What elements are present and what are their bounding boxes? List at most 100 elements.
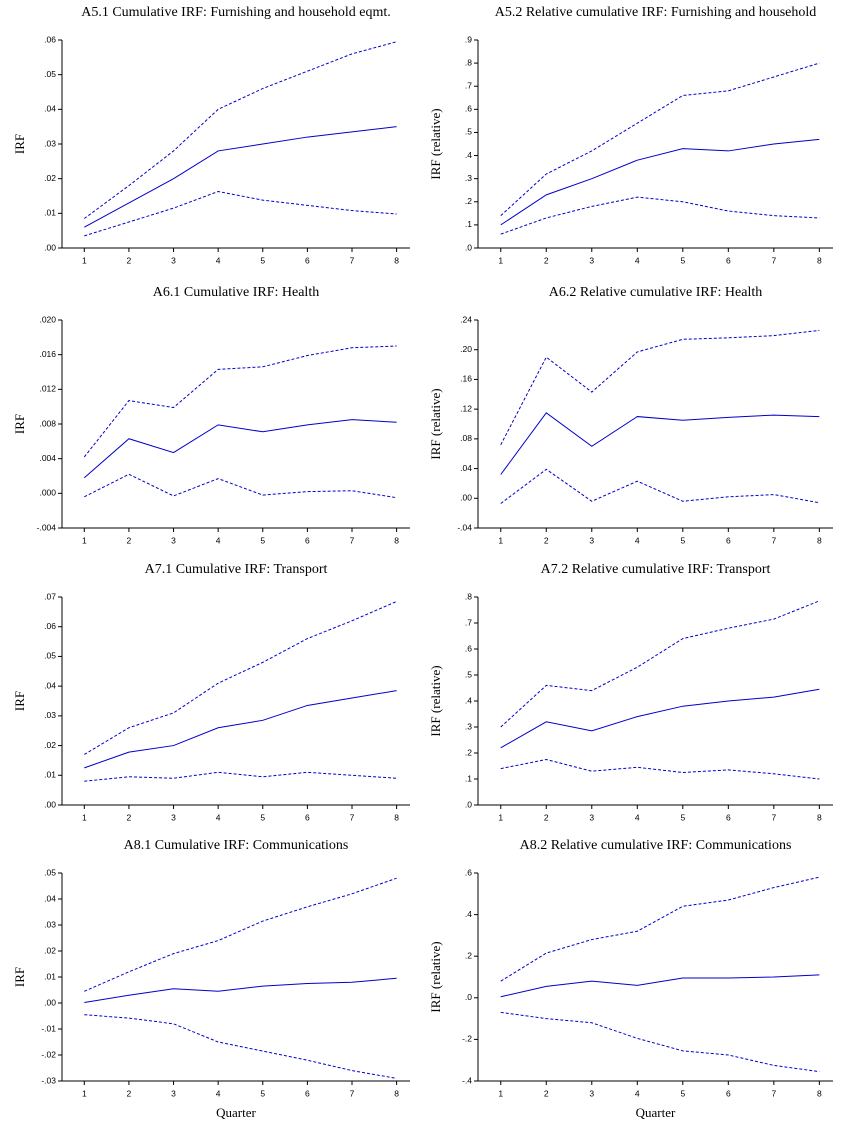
chart-title: A8.1 Cumulative IRF: Communications	[124, 838, 349, 853]
chart-title: A8.2 Relative cumulative IRF: Communicat…	[520, 838, 792, 853]
irf-line	[83, 419, 397, 479]
irf-line	[500, 600, 820, 728]
x-tick-label: 1	[498, 255, 503, 265]
irf-line	[500, 196, 820, 235]
y-tick-label: .6	[465, 104, 472, 114]
chart-panel: A6.1 Cumulative IRF: Health IRF -.004 .000.…	[12, 285, 410, 545]
chart-title: A5.1 Cumulative IRF: Furnishing and hous…	[81, 5, 391, 20]
x-tick-label: 5	[260, 812, 265, 822]
y-tick-label: .8	[465, 591, 472, 601]
y-tick-label: .1	[465, 219, 472, 229]
y-tick-label: .016	[39, 349, 56, 359]
y-tick-label: -.2	[462, 1034, 472, 1044]
y-tick-label: .3	[465, 173, 472, 183]
x-tick-label: 2	[127, 535, 132, 545]
x-tick-label: 5	[680, 535, 685, 545]
y-tick-label: -.4	[462, 1075, 472, 1085]
x-tick-label: 6	[305, 535, 310, 545]
x-tick-label: 5	[260, 535, 265, 545]
y-tick-label: .2	[465, 196, 472, 206]
chart-panel: A8.1 Cumulative IRF: Communications IRF Qu…	[12, 838, 410, 1120]
y-tick-label: .6	[465, 867, 472, 877]
y-tick-label: .02	[44, 740, 56, 750]
y-tick-label: .01	[44, 208, 56, 218]
x-tick-label: 5	[260, 1088, 265, 1098]
x-tick-label: 1	[82, 1088, 87, 1098]
irf-line	[500, 138, 820, 226]
x-tick-label: 6	[726, 255, 731, 265]
y-tick-label: .05	[44, 651, 56, 661]
y-tick-label: .01	[44, 971, 56, 981]
x-axis-label: Quarter	[216, 1105, 256, 1120]
y-tick-label: -.02	[41, 1049, 56, 1059]
x-tick-label: 8	[394, 1088, 399, 1098]
chart-panel: A6.2 Relative cumulative IRF: Health IRF …	[428, 285, 833, 545]
x-tick-label: 7	[350, 1088, 355, 1098]
irf-line	[500, 412, 820, 475]
x-tick-label: 8	[817, 812, 822, 822]
irf-line	[84, 977, 397, 1003]
x-tick-label: 6	[305, 1088, 310, 1098]
x-tick-label: 6	[305, 255, 310, 265]
y-tick-label: .03	[44, 710, 56, 720]
y-tick-label: .00	[460, 493, 472, 503]
x-tick-label: 1	[498, 535, 503, 545]
y-tick-label: .02	[44, 945, 56, 955]
irf-line	[84, 1014, 397, 1079]
x-tick-label: 4	[216, 255, 221, 265]
x-tick-label: 5	[260, 255, 265, 265]
chart-title: A7.2 Relative cumulative IRF: Transport	[541, 562, 771, 577]
irf-line	[84, 190, 397, 237]
y-tick-label: .7	[465, 617, 472, 627]
x-tick-label: 3	[589, 1088, 594, 1098]
chart-title: A6.2 Relative cumulative IRF: Health	[549, 285, 762, 300]
chart-panel: A5.1 Cumulative IRF: Furnishing and hous…	[12, 5, 410, 265]
y-tick-label: .1	[465, 773, 472, 783]
x-tick-label: 8	[394, 255, 399, 265]
x-tick-label: 2	[544, 1088, 549, 1098]
x-tick-label: 3	[171, 812, 176, 822]
x-tick-label: 3	[171, 255, 176, 265]
y-tick-label: .2	[465, 950, 472, 960]
y-axis-label: IRF (relative)	[428, 941, 443, 1012]
x-tick-label: 6	[726, 1088, 731, 1098]
y-tick-label: .012	[39, 384, 56, 394]
x-tick-label: 3	[171, 535, 176, 545]
irf-line	[84, 41, 397, 219]
y-tick-label: .6	[465, 643, 472, 653]
x-tick-label: 1	[82, 535, 87, 545]
x-tick-label: 8	[394, 812, 399, 822]
y-tick-label: -.01	[41, 1023, 56, 1033]
x-axis-label: Quarter	[636, 1105, 676, 1120]
x-tick-label: 6	[726, 812, 731, 822]
x-tick-label: 7	[771, 812, 776, 822]
chart-title: A6.1 Cumulative IRF: Health	[153, 285, 319, 300]
y-tick-label: -.04	[457, 522, 472, 532]
y-axis-label: IRF (relative)	[428, 388, 443, 459]
x-tick-label: 3	[589, 255, 594, 265]
y-tick-label: .00	[44, 997, 56, 1007]
irf-line	[500, 62, 820, 217]
x-tick-label: 1	[82, 255, 87, 265]
irf-line	[500, 974, 820, 998]
y-tick-label: .04	[44, 680, 56, 690]
y-tick-label: .01	[44, 770, 56, 780]
x-tick-label: 3	[589, 812, 594, 822]
irf-line	[500, 758, 820, 780]
y-tick-label: .12	[460, 403, 472, 413]
y-tick-label: .5	[465, 127, 472, 137]
irf-line	[84, 771, 397, 782]
x-tick-label: 3	[171, 1088, 176, 1098]
x-tick-label: 4	[635, 812, 640, 822]
y-tick-label: .3	[465, 721, 472, 731]
y-axis-label: IRF (relative)	[428, 108, 443, 179]
x-tick-label: 2	[127, 812, 132, 822]
x-tick-label: 4	[216, 1088, 221, 1098]
x-tick-label: 3	[589, 535, 594, 545]
y-tick-label: .06	[44, 34, 56, 44]
x-tick-label: 2	[544, 255, 549, 265]
irf-line	[83, 345, 397, 458]
x-tick-label: 4	[635, 1088, 640, 1098]
y-tick-label: -.03	[41, 1075, 56, 1085]
